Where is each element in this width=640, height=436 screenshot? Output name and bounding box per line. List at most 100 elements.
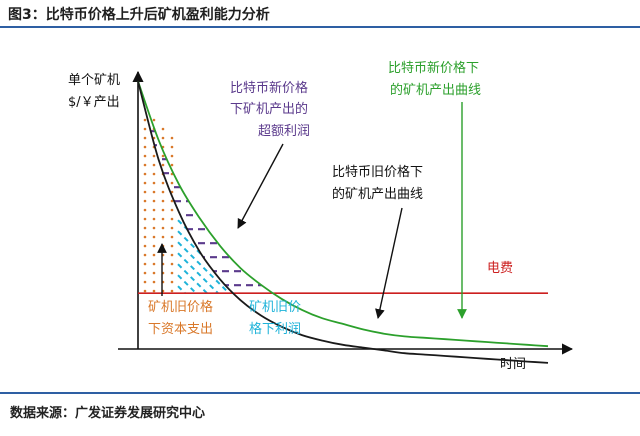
capex-dot	[152, 154, 156, 158]
capex-dot	[180, 164, 183, 167]
capex-dot	[143, 145, 147, 149]
capex-dot	[143, 181, 147, 185]
capex-dot	[152, 271, 156, 275]
capex-dot	[152, 190, 156, 194]
capex-dot	[170, 199, 174, 203]
curve-old-price	[137, 80, 549, 364]
chart-area: 单个矿机 $/￥产出 时间 电费 比特币新价格下 的矿机产出曲线 比特币旧价格下…	[68, 60, 574, 372]
capex-dot	[143, 118, 147, 122]
capex-dot	[180, 173, 183, 176]
capex-dot	[152, 217, 156, 221]
capex-dot	[180, 119, 183, 122]
capex-dot	[143, 136, 147, 140]
capex-dot	[143, 127, 147, 131]
capex-dot	[143, 172, 147, 176]
capex-dot	[161, 235, 165, 239]
capex-dot	[170, 208, 174, 212]
capex-dot	[143, 208, 147, 212]
electricity-cost-label: 电费	[487, 261, 513, 276]
title-rule	[0, 26, 640, 28]
capex-dot	[180, 236, 183, 239]
old-profit-hatch	[177, 285, 186, 294]
excess-profit-label-line3: 超额利润	[258, 124, 310, 139]
capex-dot	[170, 244, 174, 248]
old-profit-hatch	[177, 263, 208, 294]
capex-dot	[161, 163, 165, 167]
old-profit-label-line1: 矿机旧价	[249, 300, 301, 315]
capex-dot	[170, 136, 174, 140]
capex-dot	[161, 118, 165, 122]
capex-dot	[152, 199, 156, 203]
capex-dot	[161, 217, 165, 221]
capex-dot	[170, 118, 174, 122]
old-profit-hatch	[177, 252, 219, 294]
capex-dot	[170, 271, 174, 275]
capex-dot	[143, 289, 147, 293]
capex-dot	[161, 127, 165, 131]
capex-dot	[170, 289, 174, 293]
capex-dot	[152, 280, 156, 284]
old-curve-label-line2: 的矿机产出曲线	[332, 186, 423, 202]
capex-dot	[161, 199, 165, 203]
capex-dot	[143, 253, 147, 257]
capex-dot	[170, 226, 174, 230]
capex-label-line2: 下资本支出	[148, 322, 213, 337]
figure-title: 图3：比特币价格上升后矿机盈利能力分析	[8, 7, 270, 23]
data-source: 数据来源：广发证券发展研究中心	[10, 406, 206, 421]
capex-dot	[143, 154, 147, 158]
new-curve-label-line2: 的矿机产出曲线	[390, 82, 481, 98]
curve-new-price	[137, 80, 549, 348]
capex-dot	[152, 262, 156, 266]
capex-dot	[152, 289, 156, 293]
excess-profit-arrow	[237, 143, 284, 229]
capex-dot	[143, 280, 147, 284]
capex-dot	[180, 182, 183, 185]
capex-dot	[143, 262, 147, 266]
capex-dot	[180, 281, 183, 284]
excess-profit-label-line2: 下矿机产出的	[230, 101, 308, 117]
old-profit-hatch	[225, 212, 307, 294]
capex-dot	[170, 154, 174, 158]
capex-dot	[152, 208, 156, 212]
old-profit-hatch	[177, 241, 230, 294]
capex-dot	[152, 235, 156, 239]
capex-dot	[143, 271, 147, 275]
capex-dot	[143, 163, 147, 167]
capex-dot	[180, 128, 183, 131]
capex-dot	[170, 145, 174, 149]
excess-profit-label-line1: 比特币新价格	[230, 80, 308, 96]
capex-dot	[180, 209, 183, 212]
capex-dot	[143, 226, 147, 230]
source-rule	[0, 392, 640, 394]
capex-dot	[161, 136, 165, 140]
capex-dot	[143, 190, 147, 194]
region-old-profit	[177, 212, 307, 294]
capex-dot	[161, 190, 165, 194]
capex-dot	[152, 118, 156, 122]
capex-dot	[180, 146, 183, 149]
capex-dot	[180, 137, 183, 140]
capex-dot	[161, 208, 165, 212]
old-profit-hatch	[177, 274, 197, 294]
capex-dot	[152, 181, 156, 185]
new-curve-label-line1: 比特币新价格下	[388, 60, 479, 76]
capex-label-line1: 矿机旧价格	[148, 299, 213, 315]
old-curve-arrow	[375, 207, 403, 319]
capex-dot	[161, 226, 165, 230]
capex-dot	[161, 181, 165, 185]
capex-dot	[170, 235, 174, 239]
capex-dot	[143, 235, 147, 239]
old-curve-label-line1: 比特币旧价格下	[332, 164, 423, 180]
capex-dot	[180, 155, 183, 158]
capex-dot	[152, 253, 156, 257]
capex-dot	[170, 262, 174, 266]
capex-dot	[170, 280, 174, 284]
capex-dot	[161, 154, 165, 158]
old-profit-label-line2: 格下利润	[249, 321, 301, 337]
capex-dot	[170, 163, 174, 167]
capex-dot	[152, 163, 156, 167]
capex-dot	[143, 244, 147, 248]
capex-dot	[152, 244, 156, 248]
capex-dot	[170, 181, 174, 185]
capex-dot	[170, 127, 174, 131]
